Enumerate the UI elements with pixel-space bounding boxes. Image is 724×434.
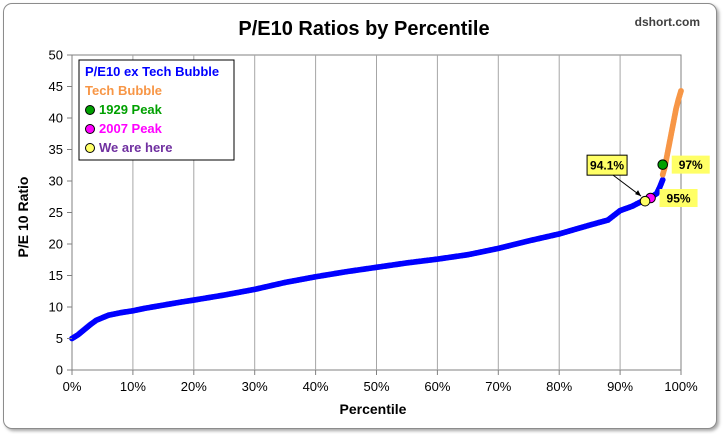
x-tick-label: 90% bbox=[607, 379, 633, 394]
legend-marker bbox=[85, 105, 95, 115]
y-tick-label: 20 bbox=[49, 237, 63, 252]
legend: P/E10 ex Tech Bubble Tech Bubble 1929 Peak… bbox=[78, 59, 235, 161]
legend-box bbox=[78, 59, 235, 161]
y-tick-label: 25 bbox=[49, 205, 63, 220]
x-tick-label: 50% bbox=[363, 379, 389, 394]
legend-item-2007-peak: 2007 Peak bbox=[99, 121, 163, 136]
legend-item-1929-peak: 1929 Peak bbox=[99, 102, 163, 117]
x-tick-label: 20% bbox=[181, 379, 207, 394]
y-tick-label: 50 bbox=[49, 48, 63, 63]
x-tick-label: 80% bbox=[546, 379, 572, 394]
peak-1929-label: 97% bbox=[679, 158, 703, 172]
y-tick-label: 10 bbox=[49, 300, 63, 315]
y-axis-label: P/E 10 Ratio bbox=[15, 177, 31, 258]
peak-1929-marker bbox=[657, 159, 669, 170]
legend-marker bbox=[85, 143, 95, 153]
tech-bubble-point bbox=[678, 88, 684, 94]
x-tick-label: 60% bbox=[424, 379, 450, 394]
y-tick-label: 45 bbox=[49, 79, 63, 94]
x-tick-label: 70% bbox=[485, 379, 511, 394]
current-marker bbox=[639, 195, 651, 207]
y-tick-label: 40 bbox=[49, 111, 63, 126]
data-points bbox=[69, 88, 684, 342]
chart-svg: 97% 95% 94.1% 0% 10% 20% 30% 40% 50% 60% 70% 80% 90… bbox=[15, 15, 710, 417]
callout-box bbox=[586, 154, 628, 176]
y-tick-label: 0 bbox=[56, 363, 63, 378]
callout-arrowhead bbox=[635, 190, 642, 197]
y-tick-label: 5 bbox=[56, 331, 63, 346]
y-tick-label: 35 bbox=[49, 142, 63, 157]
legend-item-ex-tech: P/E10 ex Tech Bubble bbox=[85, 64, 219, 79]
peak-2007-label: 95% bbox=[667, 192, 691, 206]
x-tick-label: 100% bbox=[664, 379, 698, 394]
chart-title: P/E10 Ratios by Percentile bbox=[238, 18, 489, 40]
y-tick-label: 30 bbox=[49, 174, 63, 189]
x-tick-label: 10% bbox=[120, 379, 146, 394]
callout-box bbox=[671, 155, 710, 174]
main-series-point bbox=[659, 176, 666, 183]
x-tick-label: 0% bbox=[63, 379, 82, 394]
x-tick-label: 40% bbox=[303, 379, 329, 394]
callout-box bbox=[659, 189, 698, 208]
legend-item-tech-bubble: Tech Bubble bbox=[85, 83, 162, 98]
y-tick-label: 15 bbox=[49, 268, 63, 283]
chart-frame: 97% 95% 94.1% 0% 10% 20% 30% 40% 50% 60% 70% 80% 90… bbox=[3, 3, 717, 429]
current-label: 94.1% bbox=[590, 159, 624, 173]
source-label: dshort.com bbox=[635, 15, 700, 29]
x-axis-label: Percentile bbox=[340, 401, 407, 417]
legend-item-we-are-here: We are here bbox=[99, 140, 172, 155]
axes: 0% 10% 20% 30% 40% 50% 60% 70% 80% 90% 100% 0 5 10 15 2… bbox=[49, 48, 699, 395]
x-tick-label: 30% bbox=[242, 379, 268, 394]
legend-marker bbox=[85, 124, 95, 134]
callouts: 97% 95% 94.1% bbox=[586, 154, 710, 208]
